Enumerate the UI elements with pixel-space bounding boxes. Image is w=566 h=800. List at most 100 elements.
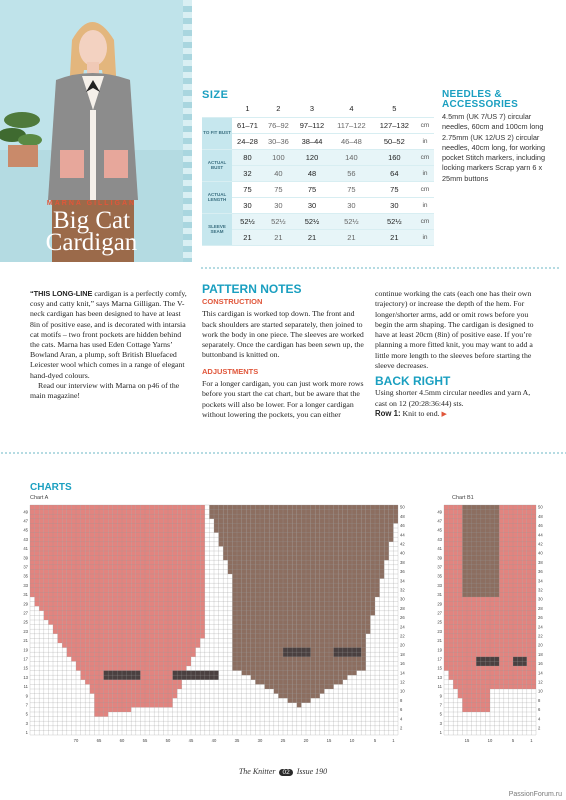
row-number: 27	[437, 610, 442, 615]
pink-stitch-column	[181, 505, 187, 676]
column-number: 65	[97, 738, 102, 743]
row-number: 7	[440, 702, 443, 707]
row1-label: Row 1:	[375, 408, 401, 418]
size-cell-cm: 120	[293, 149, 331, 166]
pink-stitch-column	[195, 505, 201, 648]
intro-body: cardigan is a perfectly comfy, cosy and …	[30, 289, 187, 380]
size-cell-in: 38–44	[293, 133, 331, 150]
row-number: 17	[437, 656, 442, 661]
row-number: 44	[400, 532, 405, 537]
brown-stitch-column	[273, 505, 279, 694]
brown-stitch-column	[241, 505, 247, 676]
row-number: 34	[400, 578, 405, 583]
row-number: 43	[23, 537, 28, 542]
intro-lead: “THIS LONG-LINE	[30, 289, 93, 298]
row-number: 31	[23, 592, 28, 597]
row-number: 5	[440, 712, 443, 717]
row-number: 6	[400, 707, 403, 712]
size-cell-in: 46–48	[330, 133, 373, 150]
row-number: 15	[23, 666, 28, 671]
row-number: 18	[538, 652, 543, 657]
row-number: 21	[437, 638, 442, 643]
watermark: PassionForum.ru	[508, 791, 562, 798]
row-number: 36	[400, 569, 405, 574]
size-cell-in: 48	[293, 165, 331, 182]
brown-stitch-column	[306, 505, 311, 703]
size-cell-cm: 61–71	[232, 117, 263, 134]
row-number: 11	[438, 684, 443, 689]
row-number: 13	[23, 675, 28, 680]
brown-stitch-column	[338, 505, 343, 685]
row-number: 14	[538, 670, 543, 675]
row-number: 40	[538, 551, 543, 556]
size-cell-cm: 97–112	[293, 117, 331, 134]
chart-b-grid: 1357911131517192123252729313335373941434…	[437, 505, 543, 743]
size-cell-in: 30	[262, 197, 294, 214]
row-number: 44	[538, 532, 543, 537]
brown-stitch-column	[227, 505, 233, 574]
row-number: 37	[437, 564, 442, 569]
row-number: 38	[400, 560, 405, 565]
size-cell-cm: 75	[262, 181, 294, 198]
size-row-label: ACTUAL BUST	[202, 149, 232, 182]
row-number: 2	[538, 725, 541, 730]
row-number: 50	[400, 505, 405, 510]
size-cell-cm: 75	[330, 181, 373, 198]
row-number: 5	[26, 712, 29, 717]
needles-heading-line-2: ACCESSORIES	[442, 99, 519, 110]
row1-text: Knit to end.	[400, 408, 440, 418]
pink-stitch-column	[108, 505, 113, 712]
row-number: 10	[400, 689, 405, 694]
row-number: 12	[538, 679, 543, 684]
column-number: 25	[281, 738, 286, 743]
row-number: 7	[26, 702, 29, 707]
row-number: 49	[437, 509, 442, 514]
column-number: 10	[488, 738, 493, 743]
row-number: 33	[437, 583, 442, 588]
row-number: 3	[440, 721, 443, 726]
pattern-title: Big Cat Cardigan	[0, 208, 183, 255]
row-number: 31	[437, 592, 442, 597]
page-footer: The Knitter 02 Issue 190	[0, 767, 566, 776]
brown-stitch-column	[246, 505, 251, 676]
brown-stitch-column	[255, 505, 260, 685]
size-cell-cm: 127–132	[372, 117, 416, 134]
size-cell-in: 32	[232, 165, 263, 182]
row-number: 39	[23, 555, 28, 560]
row-number: 28	[400, 606, 405, 611]
back-right-cast-on: Using shorter 4.5mm circular needles and…	[375, 388, 531, 408]
size-cell-in: 56	[330, 165, 373, 182]
brown-stitch-column	[287, 505, 293, 703]
row-number: 4	[538, 716, 541, 721]
pink-stitch-column	[85, 505, 90, 685]
size-number: 4	[330, 101, 373, 118]
row-number: 45	[23, 528, 28, 533]
row-number: 27	[23, 610, 28, 615]
size-header-unit	[416, 101, 434, 118]
dotted-divider-charts	[0, 452, 566, 454]
unit-in: in	[416, 229, 434, 246]
column-number: 50	[166, 738, 171, 743]
size-heading: SIZE	[202, 89, 229, 101]
brown-stitch-column	[347, 505, 352, 676]
row-number: 36	[538, 569, 543, 574]
size-number: 5	[372, 101, 416, 118]
size-cell-in: 50–52	[372, 133, 416, 150]
designer-name: MARNA GILLIGAN	[46, 200, 137, 207]
size-number: 2	[262, 101, 294, 118]
pink-stitch-column	[476, 505, 481, 712]
continue-arrow-icon: ▶	[441, 409, 447, 418]
chart-gridlines	[29, 504, 399, 736]
intro-text: “THIS LONG-LINE cardigan is a perfectly …	[30, 289, 190, 401]
size-cell-in: 30	[330, 197, 373, 214]
row-number: 8	[538, 698, 541, 703]
row-number: 42	[400, 541, 405, 546]
row-number: 23	[437, 629, 442, 634]
pink-stitch-column	[62, 505, 67, 648]
needles-heading: NEEDLES & ACCESSORIES	[442, 90, 560, 110]
row-number: 40	[400, 551, 405, 556]
needles-accessories: NEEDLES & ACCESSORIES 4.5mm (UK 7/US 7) …	[442, 90, 560, 184]
row-number: 9	[440, 693, 443, 698]
size-number: 3	[293, 101, 331, 118]
row-number: 19	[23, 647, 28, 652]
